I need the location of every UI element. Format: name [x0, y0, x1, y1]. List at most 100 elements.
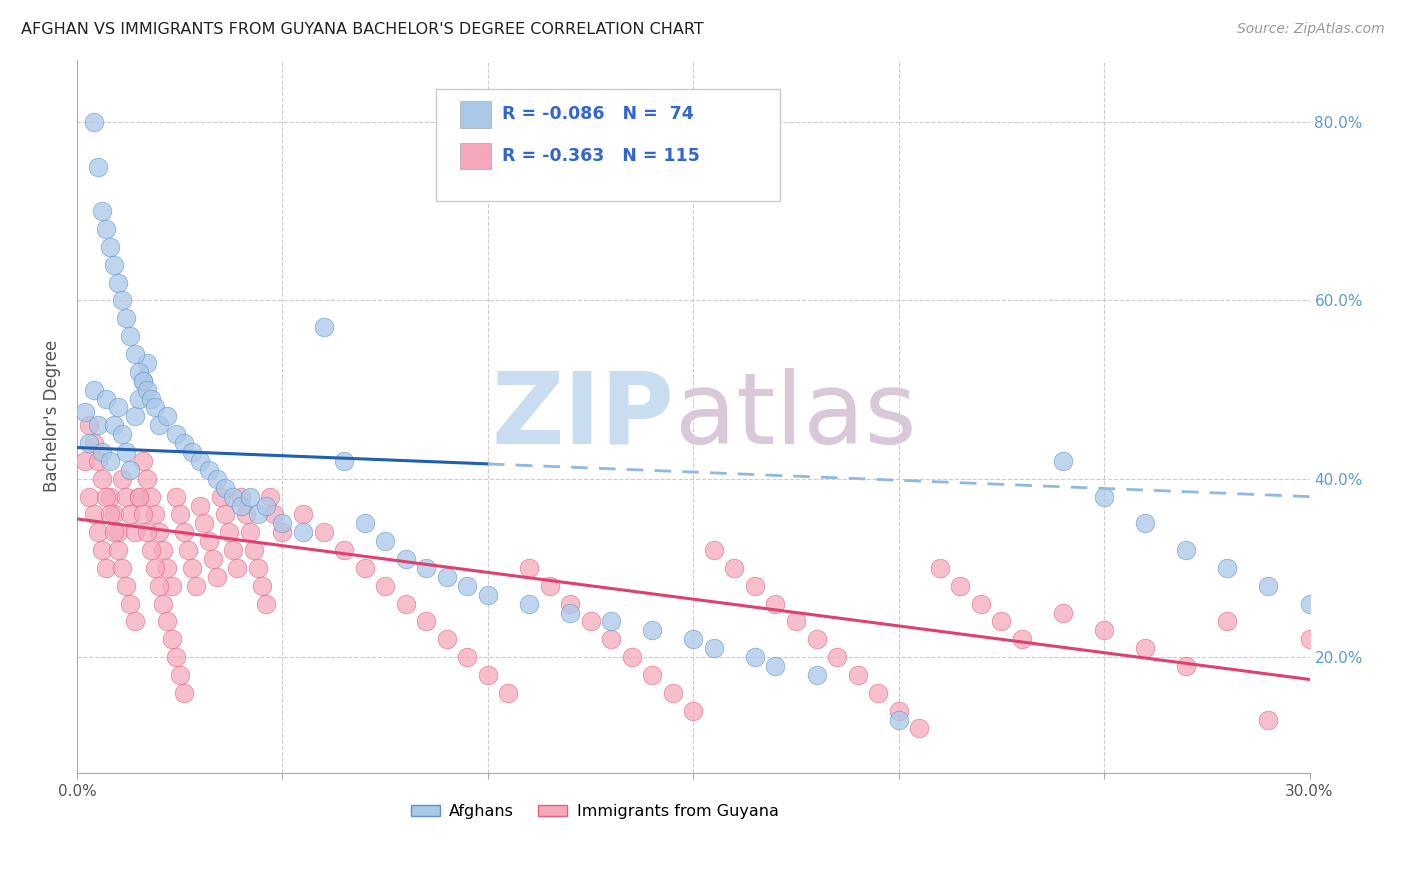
Point [231, 499, 253, 513]
Point [148, 579, 170, 593]
Point [107, 276, 129, 290]
Point [806, 632, 828, 647]
Point [1257, 579, 1279, 593]
Point [103, 258, 125, 272]
Point [353, 561, 375, 575]
Point [1381, 668, 1403, 682]
Point [436, 570, 458, 584]
Point [173, 436, 195, 450]
Point [83, 508, 105, 522]
Point [970, 597, 993, 611]
Text: R = -0.363   N = 115: R = -0.363 N = 115 [502, 147, 700, 165]
Point [124, 525, 146, 540]
Point [94, 392, 117, 406]
Point [517, 597, 540, 611]
Point [148, 418, 170, 433]
Point [90, 445, 112, 459]
Point [120, 597, 142, 611]
Point [1052, 606, 1074, 620]
Point [1135, 641, 1157, 656]
Point [143, 401, 166, 415]
Point [259, 490, 281, 504]
Point [353, 516, 375, 531]
Point [744, 650, 766, 665]
Point [682, 632, 704, 647]
Point [250, 579, 273, 593]
Point [949, 579, 972, 593]
Point [124, 409, 146, 424]
Point [908, 722, 931, 736]
Text: R = -0.086   N =  74: R = -0.086 N = 74 [502, 105, 693, 123]
Point [538, 579, 561, 593]
Point [86, 160, 108, 174]
Point [173, 686, 195, 700]
Point [600, 615, 623, 629]
Point [86, 525, 108, 540]
Point [132, 508, 155, 522]
Point [1216, 561, 1239, 575]
Point [181, 445, 204, 459]
Point [765, 659, 787, 673]
Point [83, 436, 105, 450]
Point [94, 490, 117, 504]
Point [395, 597, 418, 611]
Point [83, 115, 105, 129]
Point [136, 472, 159, 486]
Point [115, 579, 138, 593]
Point [1011, 632, 1033, 647]
Point [218, 525, 240, 540]
Point [83, 383, 105, 397]
Point [90, 204, 112, 219]
Point [312, 320, 335, 334]
Point [246, 508, 269, 522]
Point [197, 534, 219, 549]
Point [165, 650, 187, 665]
Point [94, 561, 117, 575]
Point [661, 686, 683, 700]
Legend: Afghans, Immigrants from Guyana: Afghans, Immigrants from Guyana [405, 798, 785, 826]
Point [132, 374, 155, 388]
Point [1298, 597, 1320, 611]
Point [641, 668, 664, 682]
Point [600, 632, 623, 647]
Point [271, 516, 294, 531]
Point [222, 543, 245, 558]
Point [165, 490, 187, 504]
Point [79, 490, 101, 504]
Point [231, 490, 253, 504]
Point [579, 615, 602, 629]
Point [990, 615, 1012, 629]
Point [152, 543, 174, 558]
Point [703, 641, 725, 656]
Point [1092, 624, 1115, 638]
Point [160, 632, 183, 647]
Point [186, 579, 208, 593]
Point [703, 543, 725, 558]
Point [825, 650, 848, 665]
Text: Source: ZipAtlas.com: Source: ZipAtlas.com [1237, 22, 1385, 37]
Point [111, 561, 134, 575]
Point [1216, 615, 1239, 629]
Point [115, 445, 138, 459]
Point [214, 481, 236, 495]
Point [139, 543, 162, 558]
Point [292, 508, 315, 522]
Point [98, 240, 121, 254]
Point [517, 561, 540, 575]
Point [558, 606, 581, 620]
Point [188, 499, 211, 513]
Point [107, 543, 129, 558]
Point [165, 427, 187, 442]
Point [90, 543, 112, 558]
Point [205, 570, 228, 584]
Point [197, 463, 219, 477]
Point [846, 668, 869, 682]
Point [128, 490, 150, 504]
Point [94, 222, 117, 236]
Point [226, 561, 249, 575]
Point [128, 365, 150, 379]
Point [1175, 543, 1198, 558]
Point [111, 293, 134, 308]
Text: AFGHAN VS IMMIGRANTS FROM GUYANA BACHELOR'S DEGREE CORRELATION CHART: AFGHAN VS IMMIGRANTS FROM GUYANA BACHELO… [21, 22, 704, 37]
Point [806, 668, 828, 682]
